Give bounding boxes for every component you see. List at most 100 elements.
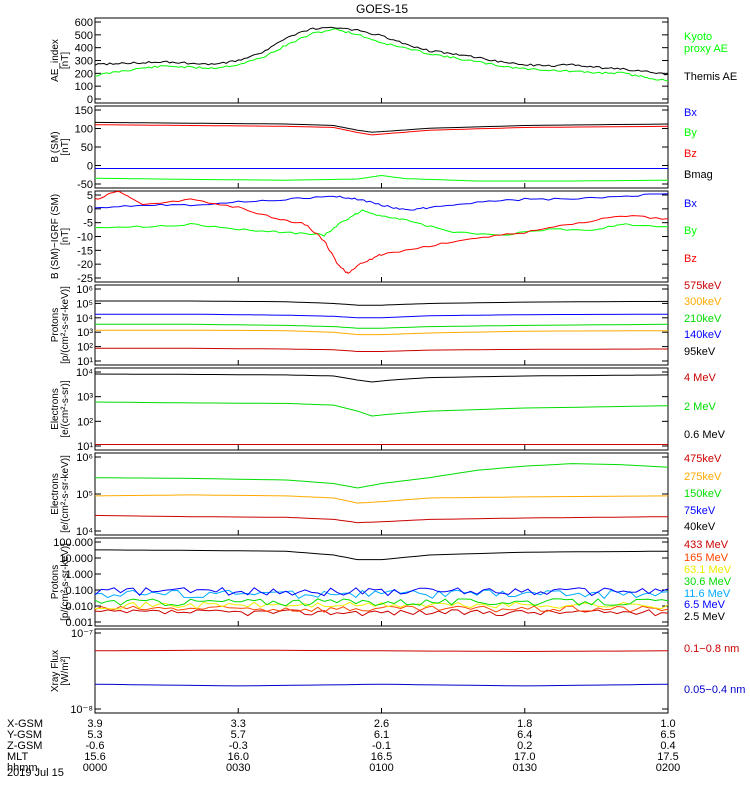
legend-label: 0.6 MeV — [684, 429, 726, 441]
y-axis-label: Xray Flux — [50, 650, 61, 692]
ephemeris-value: 16.5 — [371, 751, 392, 763]
y-tick-label: -10 — [77, 232, 93, 244]
y-axis-label: [nT] — [60, 52, 71, 69]
ephemeris-value: 17.5 — [657, 751, 678, 763]
y-axis-label: [e/(cm²-s-sr-keV)] — [60, 455, 71, 533]
panel-7: 100.000 10.000 1.000 0.100 0.010 0.001 Protons… — [50, 537, 732, 629]
ephemeris-value: 0000 — [83, 762, 107, 774]
legend-label: 63.1 MeV — [684, 564, 732, 576]
y-tick-label: 10.000 — [59, 553, 93, 565]
legend-label: 475keV — [684, 453, 722, 465]
y-tick-label: -5 — [83, 218, 93, 230]
legend-label: 95keV — [684, 346, 716, 358]
series-line-3-1 — [94, 193, 669, 211]
panel-3: 5 0 -5 -10-15 -20 -25 B (SM)−IGRF (SM) [nT] Bx By… — [50, 190, 697, 285]
y-tick-label: 10⁻⁷ — [71, 628, 93, 640]
y-tick-label: 10⁵ — [76, 489, 93, 501]
ephemeris-row-label: Y-GSM — [7, 729, 42, 741]
ephemeris-value: 1.8 — [517, 718, 532, 730]
ephemeris-value: 2.6 — [374, 718, 389, 730]
y-tick-label: 200 — [75, 68, 93, 80]
ephemeris-value: 0130 — [513, 762, 537, 774]
legend-label: 150keV — [684, 488, 722, 500]
legend-label: Bx — [684, 198, 697, 210]
legend-label: 275keV — [684, 471, 722, 483]
y-tick-label: 10² — [77, 342, 93, 354]
x-axis-ephemeris: X-GSM 3.9 3.3 2.6 1.8 1.0 Y-GSM 5.3 5.7 6.1 6.4 6.5… — [7, 718, 680, 779]
legend-label: Bz — [684, 253, 697, 265]
legend-label: 433 MeV — [684, 539, 729, 551]
series-line-1-1 — [95, 28, 669, 82]
y-tick-label: 10¹ — [77, 441, 93, 453]
y-tick-label: 300 — [75, 56, 93, 68]
y-axis-label: B (SM) — [50, 131, 61, 162]
legend-label: 6.5 MeV — [684, 599, 726, 611]
ephemeris-value: 1.0 — [660, 718, 675, 730]
ephemeris-value: 3.3 — [231, 718, 246, 730]
y-tick-label: -20 — [77, 259, 93, 271]
series-line-5-2 — [94, 401, 669, 417]
legend-label: 575keV — [684, 280, 722, 292]
series-line-8-2 — [94, 683, 669, 687]
series-line-4-4 — [95, 313, 668, 319]
legend-label: 0.1−0.8 nm — [684, 643, 739, 655]
ephemeris-value: 17.0 — [514, 751, 535, 763]
series-line-6-2 — [94, 494, 669, 504]
ephemeris-value: 0030 — [226, 762, 250, 774]
ephemeris-value: 6.1 — [374, 729, 389, 741]
series-line-3-2 — [94, 209, 669, 237]
ephemeris-row-label: Z-GSM — [7, 740, 42, 752]
legend-label: By — [684, 225, 697, 237]
series-line-4-5 — [95, 300, 669, 306]
y-axis-label: [p/(cm²-s-sr-keV)] — [60, 543, 71, 621]
y-tick-label: 10⁴ — [76, 526, 93, 538]
series-line-6-1 — [94, 514, 669, 524]
panel-5: 10⁴ 10³ 10² 10¹ Electrons [e/(cm²-s-sr)] 4 MeV… — [50, 367, 726, 453]
y-tick-label: 50 — [81, 142, 93, 154]
ephemeris-value: -0.1 — [372, 740, 391, 752]
legend-label: 30.6 MeV — [684, 576, 732, 588]
panel-8: 10⁻⁷ 10⁻⁸ Xray Flux [W/m²] 0.1−0.8 nm 0.05−0.… — [50, 628, 745, 716]
y-tick-label: 0 — [87, 204, 93, 216]
y-tick-label: 10⁶ — [76, 452, 93, 464]
y-tick-label: -15 — [77, 245, 93, 257]
panel-frame — [94, 628, 669, 714]
y-tick-label: 150 — [75, 105, 93, 117]
legend-label: proxy AE — [684, 43, 728, 55]
y-tick-label: 10⁻⁸ — [70, 704, 93, 716]
y-tick-label: 400 — [75, 43, 93, 55]
ephemeris-value: 0100 — [369, 762, 393, 774]
ephemeris-row-label: hhmm — [7, 762, 38, 774]
y-tick-label: 100 — [75, 124, 93, 136]
y-tick-label: 0.100 — [65, 585, 93, 597]
series-line-2-3 — [94, 124, 669, 136]
y-tick-label: 0 — [87, 161, 93, 173]
plot-title: GOES-15 — [356, 2, 408, 16]
legend-label: 40keV — [684, 521, 716, 533]
legend-label: 2.5 MeV — [684, 611, 726, 623]
legend-label: Bz — [684, 148, 697, 160]
y-tick-label: 10⁵ — [76, 298, 93, 310]
legend-label: Kyoto — [684, 31, 712, 43]
series-line-5-3 — [94, 373, 669, 383]
legend-label: Bx — [684, 107, 697, 119]
y-tick-label: 5 — [87, 190, 93, 202]
y-tick-label: 0.001 — [65, 617, 93, 629]
y-axis-label: Electrons — [50, 473, 61, 515]
series-line-6-3 — [94, 463, 669, 489]
panel-frame — [94, 17, 669, 104]
y-tick-label: 10⁴ — [76, 367, 93, 379]
series-line-7-7 — [95, 549, 669, 561]
series-line-7-2 — [94, 605, 669, 613]
y-axis-label: Protons — [50, 308, 61, 342]
legend-label: 210keV — [684, 313, 722, 325]
series-line-4-2 — [95, 329, 668, 336]
series-line-2-4 — [94, 121, 669, 133]
y-tick-label: 100 — [75, 81, 93, 93]
y-tick-label: 10⁴ — [76, 313, 93, 325]
legend-label: Bmag — [684, 169, 713, 181]
legend-label: By — [684, 127, 697, 139]
y-axis-label: [p/(cm²-s-sr-keV)] — [60, 286, 71, 364]
series-line-7-3 — [94, 601, 669, 610]
y-axis-label: [W/m²] — [60, 656, 71, 686]
